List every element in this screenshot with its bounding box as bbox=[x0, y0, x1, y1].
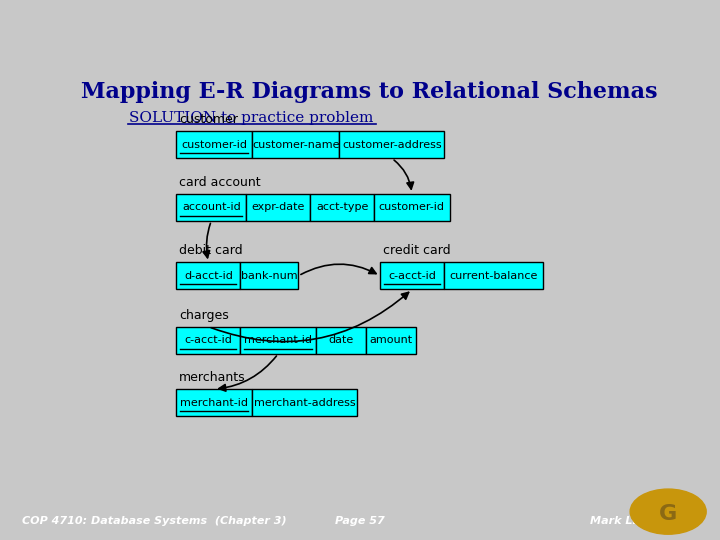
FancyBboxPatch shape bbox=[176, 389, 252, 416]
FancyArrowPatch shape bbox=[211, 292, 409, 342]
FancyBboxPatch shape bbox=[240, 262, 298, 289]
Text: account-id: account-id bbox=[182, 202, 240, 212]
FancyBboxPatch shape bbox=[374, 194, 449, 221]
Text: d-acct-id: d-acct-id bbox=[184, 271, 233, 281]
FancyBboxPatch shape bbox=[444, 262, 543, 289]
FancyBboxPatch shape bbox=[366, 327, 416, 354]
FancyBboxPatch shape bbox=[246, 194, 310, 221]
FancyBboxPatch shape bbox=[316, 327, 366, 354]
FancyBboxPatch shape bbox=[176, 327, 240, 354]
FancyBboxPatch shape bbox=[252, 131, 339, 158]
Text: c-acct-id: c-acct-id bbox=[388, 271, 436, 281]
Text: G: G bbox=[659, 504, 678, 524]
Text: customer-id: customer-id bbox=[181, 140, 247, 150]
Text: customer-id: customer-id bbox=[379, 202, 445, 212]
Text: date: date bbox=[328, 335, 354, 345]
Text: Page 57: Page 57 bbox=[335, 516, 385, 525]
Text: SOLUTION to practice problem: SOLUTION to practice problem bbox=[129, 111, 374, 125]
FancyBboxPatch shape bbox=[252, 389, 357, 416]
FancyArrowPatch shape bbox=[301, 264, 376, 274]
Text: merchant-id: merchant-id bbox=[180, 397, 248, 408]
Text: Mapping E-R Diagrams to Relational Schemas: Mapping E-R Diagrams to Relational Schem… bbox=[81, 81, 657, 103]
Text: charges: charges bbox=[179, 309, 229, 322]
Text: debit card: debit card bbox=[179, 244, 243, 258]
Circle shape bbox=[630, 489, 706, 534]
Text: card account: card account bbox=[179, 176, 261, 188]
Text: customer-address: customer-address bbox=[342, 140, 441, 150]
FancyBboxPatch shape bbox=[176, 262, 240, 289]
Text: customer: customer bbox=[179, 113, 238, 126]
Text: Mark Llewellyn: Mark Llewellyn bbox=[590, 516, 685, 525]
FancyBboxPatch shape bbox=[380, 262, 444, 289]
Text: acct-type: acct-type bbox=[316, 202, 368, 212]
FancyBboxPatch shape bbox=[176, 194, 246, 221]
Text: amount: amount bbox=[370, 335, 413, 345]
FancyArrowPatch shape bbox=[219, 356, 276, 391]
FancyBboxPatch shape bbox=[176, 131, 252, 158]
Text: merchant-address: merchant-address bbox=[253, 397, 356, 408]
Text: current-balance: current-balance bbox=[449, 271, 538, 281]
Text: credit card: credit card bbox=[383, 244, 451, 258]
Text: COP 4710: Database Systems  (Chapter 3): COP 4710: Database Systems (Chapter 3) bbox=[22, 516, 287, 525]
FancyBboxPatch shape bbox=[339, 131, 444, 158]
FancyArrowPatch shape bbox=[394, 160, 413, 189]
FancyArrowPatch shape bbox=[203, 224, 210, 258]
Text: merchant-id: merchant-id bbox=[244, 335, 312, 345]
FancyBboxPatch shape bbox=[240, 327, 316, 354]
FancyBboxPatch shape bbox=[310, 194, 374, 221]
Text: customer-name: customer-name bbox=[252, 140, 340, 150]
Text: bank-num: bank-num bbox=[241, 271, 297, 281]
Text: merchants: merchants bbox=[179, 371, 246, 384]
Text: c-acct-id: c-acct-id bbox=[184, 335, 233, 345]
Text: expr-date: expr-date bbox=[251, 202, 305, 212]
